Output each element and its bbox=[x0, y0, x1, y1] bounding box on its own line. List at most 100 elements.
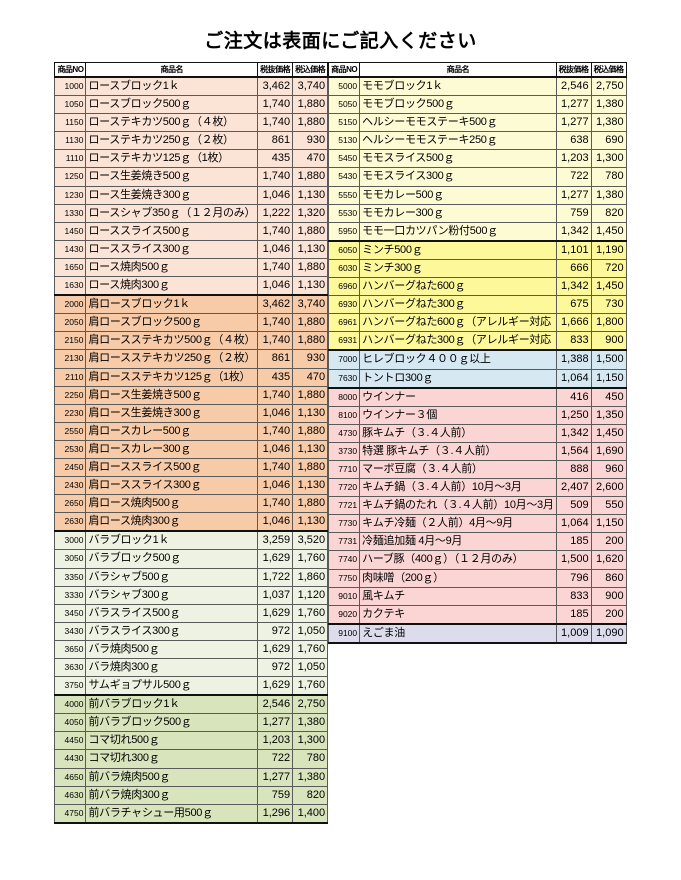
table-row[interactable]: 2110 肩ロースステキカツ125ｇ（1枚） 435 470 bbox=[54, 367, 329, 387]
table-row[interactable]: 4750 前バラチャシュー用500ｇ 1,296 1,400 bbox=[54, 803, 329, 824]
table-row[interactable]: 3000 バラブロック1ｋ 3,259 3,520 bbox=[54, 530, 329, 551]
table-row[interactable]: 1650 ロース焼肉500ｇ 1,740 1,880 bbox=[54, 257, 329, 278]
table-row[interactable]: 3430 バラスライス300ｇ 972 1,050 bbox=[54, 621, 329, 641]
table-row[interactable]: 6050 ミンチ500ｇ 1,101 1,190 bbox=[328, 239, 627, 260]
table-row[interactable]: 8100 ウインナー３個 1,250 1,350 bbox=[328, 405, 627, 425]
cell-product-no: 5530 bbox=[328, 203, 361, 223]
table-row[interactable]: 1050 ロースブロック500ｇ 1,740 1,880 bbox=[54, 95, 329, 115]
table-row[interactable]: 5430 モモスライス300ｇ 722 780 bbox=[328, 167, 627, 187]
table-row[interactable]: 7740 ハーブ豚（400ｇ）（１２月のみ） 1,500 1,620 bbox=[328, 550, 627, 570]
table-row[interactable]: 2230 肩ロース生姜焼き300ｇ 1,046 1,130 bbox=[54, 403, 329, 423]
table-row[interactable]: 6931 ハンバーグねた300ｇ（アレルギー対応 833 900 bbox=[328, 331, 627, 352]
table-row[interactable]: 7730 キムチ冷麺（２人前）4月～9月 1,064 1,150 bbox=[328, 514, 627, 534]
table-row[interactable]: 6961 ハンバーグねた600ｇ（アレルギー対応 1,666 1,800 bbox=[328, 313, 627, 333]
cell-product-no: 5000 bbox=[328, 76, 361, 97]
table-row[interactable]: 2450 肩ローススライス500ｇ 1,740 1,880 bbox=[54, 457, 329, 478]
table-row[interactable]: 3050 バラブロック500ｇ 1,629 1,760 bbox=[54, 549, 329, 569]
cell-price-incl-tax: 1,150 bbox=[590, 368, 627, 389]
table-row[interactable]: 4000 前バラブロック1ｋ 2,546 2,750 bbox=[54, 694, 329, 715]
cell-product-name: 肩ロースステキカツ500ｇ（４枚） bbox=[85, 331, 259, 351]
cell-price-incl-tax: 1,150 bbox=[590, 514, 627, 534]
table-row[interactable]: 2550 肩ロースカレー500ｇ 1,740 1,880 bbox=[54, 421, 329, 441]
cell-product-no: 7730 bbox=[328, 514, 361, 534]
table-row[interactable]: 9010 風キムチ 833 900 bbox=[328, 586, 627, 606]
table-row[interactable]: 6960 ハンバーグねた600ｇ 1,342 1,450 bbox=[328, 277, 627, 297]
table-row[interactable]: 5000 モモブロック1ｋ 2,546 2,750 bbox=[328, 76, 627, 97]
table-row[interactable]: 3650 バラ焼肉500ｇ 1,629 1,760 bbox=[54, 639, 329, 660]
table-row[interactable]: 4450 コマ切れ500ｇ 1,203 1,300 bbox=[54, 731, 329, 751]
table-row[interactable]: 5950 モモ一口カツパン粉付500ｇ 1,342 1,450 bbox=[328, 221, 627, 242]
table-row[interactable]: 6030 ミンチ300ｇ 666 720 bbox=[328, 258, 627, 279]
cell-product-name: ロース焼肉300ｇ bbox=[85, 276, 259, 297]
table-row[interactable]: 3750 サムギョプサル500ｇ 1,629 1,760 bbox=[54, 676, 329, 697]
table-row[interactable]: 2130 肩ロースステキカツ250ｇ（２枚） 861 930 bbox=[54, 349, 329, 369]
table-row[interactable]: 4050 前バラブロック500ｇ 1,277 1,380 bbox=[54, 713, 329, 733]
table-row[interactable]: 5050 モモブロック500ｇ 1,277 1,380 bbox=[328, 95, 627, 115]
cell-price-incl-tax: 820 bbox=[292, 785, 329, 805]
cell-product-no: 2110 bbox=[54, 367, 87, 387]
cell-price-incl-tax: 1,450 bbox=[590, 423, 627, 443]
table-row[interactable]: 7710 マーボ豆腐（３.４人前） 888 960 bbox=[328, 459, 627, 480]
table-row[interactable]: 4630 前バラ焼肉300ｇ 759 820 bbox=[54, 785, 329, 805]
table-row[interactable]: 7721 キムチ鍋のたれ（３.４人前）10月～3月 509 550 bbox=[328, 496, 627, 516]
table-row[interactable]: 5150 ヘルシーモモステーキ500ｇ 1,277 1,380 bbox=[328, 113, 627, 133]
table-row[interactable]: 4430 コマ切れ300ｇ 722 780 bbox=[54, 749, 329, 769]
table-row[interactable]: 4730 豚キムチ（３.４人前） 1,342 1,450 bbox=[328, 423, 627, 443]
table-row[interactable]: 1450 ローススライス500ｇ 1,740 1,880 bbox=[54, 221, 329, 241]
table-row[interactable]: 1230 ロース生姜焼き300ｇ 1,046 1,130 bbox=[54, 185, 329, 205]
cell-price-incl-tax: 450 bbox=[590, 386, 627, 407]
cell-product-no: 6960 bbox=[328, 277, 361, 297]
table-row[interactable]: 9100 えごま油 1,009 1,090 bbox=[328, 622, 627, 644]
cell-price-incl-tax: 1,760 bbox=[292, 549, 329, 569]
table-row[interactable]: 7731 冷麺追加麺 4月～9月 185 200 bbox=[328, 532, 627, 552]
table-row[interactable]: 7000 ヒレブロック４００ｇ以上 1,388 1,500 bbox=[328, 349, 627, 370]
cell-price-excl-tax: 759 bbox=[257, 785, 294, 805]
table-row[interactable]: 6930 ハンバーグねた300ｇ 675 730 bbox=[328, 295, 627, 315]
cell-product-name: キムチ鍋（３.４人前）10月～3月 bbox=[359, 478, 557, 498]
table-row[interactable]: 1130 ローステキカツ250ｇ（２枚） 861 930 bbox=[54, 131, 329, 151]
table-row[interactable]: 1330 ロースシャブ350ｇ（１２月のみ） 1,222 1,320 bbox=[54, 203, 329, 223]
table-row[interactable]: 2430 肩ローススライス300ｇ 1,046 1,130 bbox=[54, 476, 329, 496]
cell-price-excl-tax: 1,277 bbox=[555, 113, 592, 133]
cell-price-incl-tax: 3,740 bbox=[292, 76, 329, 97]
table-row[interactable]: 1110 ローステキカツ125ｇ（1枚） 435 470 bbox=[54, 149, 329, 169]
table-row[interactable]: 5130 ヘルシーモモステーキ250ｇ 638 690 bbox=[328, 131, 627, 151]
table-row[interactable]: 3730 特選 豚キムチ（３.４人前） 1,564 1,690 bbox=[328, 441, 627, 461]
cell-product-no: 7740 bbox=[328, 550, 361, 570]
table-row[interactable]: 5530 モモカレー300ｇ 759 820 bbox=[328, 203, 627, 223]
cell-product-name: えごま油 bbox=[359, 622, 557, 644]
table-row[interactable]: 2250 肩ロース生姜焼き500ｇ 1,740 1,880 bbox=[54, 385, 329, 405]
table-row[interactable]: 4650 前バラ焼肉500ｇ 1,277 1,380 bbox=[54, 767, 329, 787]
table-row[interactable]: 2630 肩ロース焼肉300ｇ 1,046 1,130 bbox=[54, 512, 329, 533]
table-row[interactable]: 1250 ロース生姜焼き500ｇ 1,740 1,880 bbox=[54, 167, 329, 187]
cell-product-name: マーボ豆腐（３.４人前） bbox=[359, 459, 557, 480]
table-row[interactable]: 3630 バラ焼肉300ｇ 972 1,050 bbox=[54, 657, 329, 678]
table-row[interactable]: 1000 ロースブロック1ｋ 3,462 3,740 bbox=[54, 76, 329, 97]
table-row[interactable]: 7750 肉味噌（200ｇ） 796 860 bbox=[328, 568, 627, 588]
cell-price-excl-tax: 1,277 bbox=[555, 95, 592, 115]
cell-product-name: バラシャブ500ｇ bbox=[85, 567, 259, 587]
table-row[interactable]: 5450 モモスライス500ｇ 1,203 1,300 bbox=[328, 149, 627, 169]
table-row[interactable]: 1630 ロース焼肉300ｇ 1,046 1,130 bbox=[54, 276, 329, 297]
table-row[interactable]: 8000 ウインナー 416 450 bbox=[328, 386, 627, 407]
table-row[interactable]: 2530 肩ロースカレー300ｇ 1,046 1,130 bbox=[54, 439, 329, 459]
table-row[interactable]: 7720 キムチ鍋（３.４人前）10月～3月 2,407 2,600 bbox=[328, 478, 627, 498]
cell-price-excl-tax: 861 bbox=[257, 349, 294, 369]
table-row[interactable]: 3330 バラシャブ300ｇ 1,037 1,120 bbox=[54, 585, 329, 605]
table-row[interactable]: 3350 バラシャブ500ｇ 1,722 1,860 bbox=[54, 567, 329, 587]
table-row[interactable]: 2650 肩ロース焼肉500ｇ 1,740 1,880 bbox=[54, 494, 329, 514]
cell-product-no: 2000 bbox=[54, 294, 87, 315]
table-row[interactable]: 5550 モモカレー500ｇ 1,277 1,380 bbox=[328, 185, 627, 205]
cell-price-excl-tax: 1,666 bbox=[555, 313, 592, 333]
cell-price-incl-tax: 960 bbox=[590, 459, 627, 480]
table-row[interactable]: 7630 トントロ300ｇ 1,064 1,150 bbox=[328, 368, 627, 389]
table-row[interactable]: 9020 カクテキ 185 200 bbox=[328, 604, 627, 625]
cell-price-excl-tax: 1,222 bbox=[257, 203, 294, 223]
table-row[interactable]: 2000 肩ロースブロック1ｋ 3,462 3,740 bbox=[54, 294, 329, 315]
cell-price-excl-tax: 1,629 bbox=[257, 549, 294, 569]
table-row[interactable]: 1430 ローススライス300ｇ 1,046 1,130 bbox=[54, 239, 329, 259]
table-row[interactable]: 2050 肩ロースブロック500ｇ 1,740 1,880 bbox=[54, 313, 329, 333]
table-row[interactable]: 2150 肩ロースステキカツ500ｇ（４枚） 1,740 1,880 bbox=[54, 331, 329, 351]
table-row[interactable]: 1150 ローステキカツ500ｇ（４枚） 1,740 1,880 bbox=[54, 113, 329, 133]
table-row[interactable]: 3450 バラスライス500ｇ 1,629 1,760 bbox=[54, 603, 329, 623]
